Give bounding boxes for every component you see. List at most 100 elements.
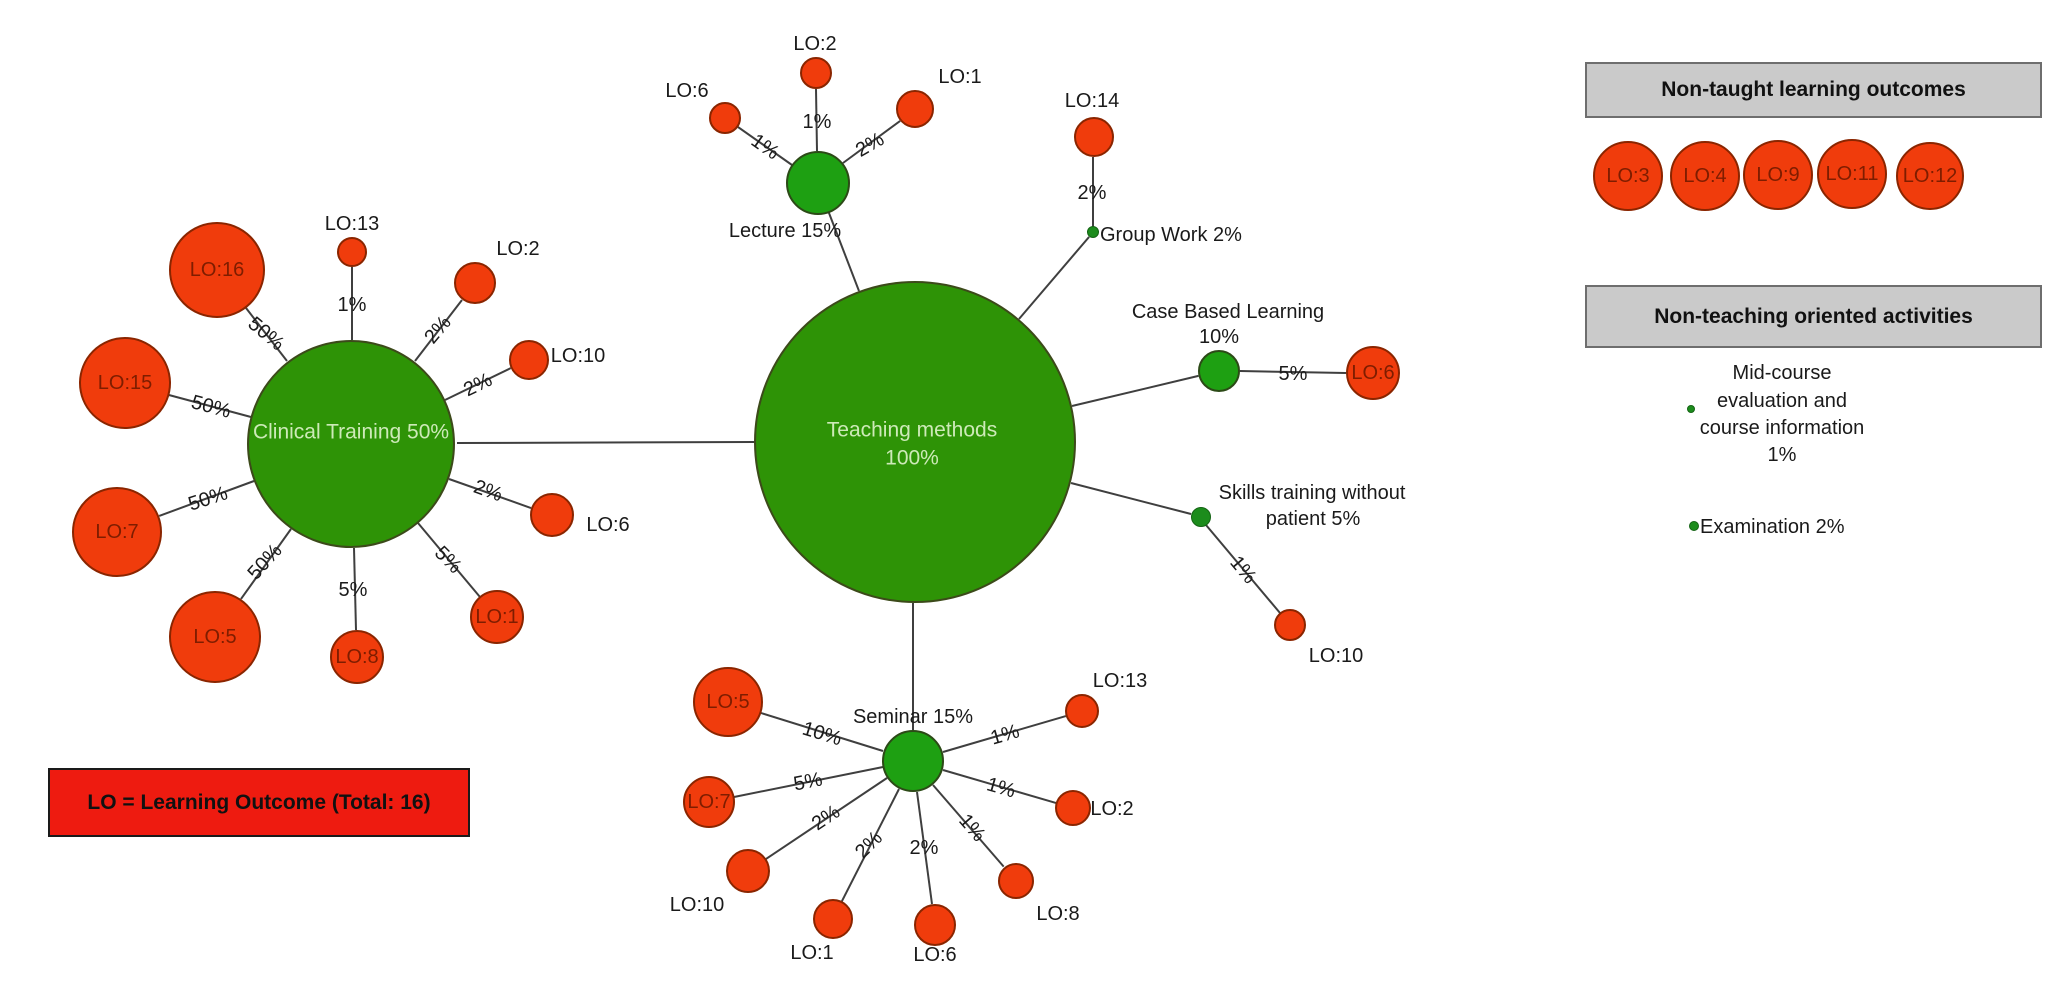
- label-case-based-learning-pct: 10%: [1198, 326, 1240, 348]
- label-midcourse-1: Mid-course: [1732, 362, 1832, 384]
- label-seminar-lo2: LO:2: [1090, 798, 1134, 820]
- label-seminar-lo5: LO:5: [706, 691, 750, 713]
- edge-label-clinical-lo2: 2%: [420, 311, 456, 349]
- label-skills-training-2: patient 5%: [1265, 508, 1361, 530]
- non-taught-outcomes-header: Non-taught learning outcomes: [1585, 62, 2042, 118]
- edge-teaching-cbl: [1071, 375, 1199, 407]
- node-nontaught-lo3: [1593, 141, 1663, 211]
- node-clinical-lo6: [530, 493, 574, 537]
- edge-label-seminar-lo10: 2%: [807, 800, 845, 836]
- label-nontaught-lo11: LO:11: [1825, 163, 1879, 185]
- node-seminar-lo2: [1055, 790, 1091, 826]
- node-skills-training: [1191, 507, 1211, 527]
- edge-teaching-groupwork: [1018, 236, 1090, 320]
- label-skills-lo10: LO:10: [1308, 645, 1364, 667]
- edge-label-clinical-lo5: 50%: [243, 539, 287, 585]
- node-seminar-lo6: [914, 904, 956, 946]
- label-seminar-lo1: LO:1: [790, 942, 834, 964]
- edge-label-clinical-lo15: 50%: [188, 391, 234, 423]
- label-midcourse-2: evaluation and: [1716, 390, 1848, 412]
- node-clinical-lo5: [169, 591, 261, 683]
- node-examination-dot: [1689, 521, 1699, 531]
- node-nontaught-lo12: [1896, 142, 1964, 210]
- edge-label-clinical-lo6: 2%: [470, 475, 506, 507]
- label-cbl-lo6: LO:6: [1351, 362, 1395, 384]
- node-lecture-lo6: [709, 102, 741, 134]
- edge-label-clinical-lo13: 1%: [337, 294, 367, 316]
- legend-box: LO = Learning Outcome (Total: 16): [48, 768, 470, 837]
- node-lo14: [1074, 117, 1114, 157]
- node-seminar-lo5: [693, 667, 763, 737]
- edge-label-clinical-lo8: 5%: [338, 579, 368, 601]
- label-seminar-lo10: LO:10: [669, 894, 725, 916]
- edge-label-clinical-lo10: 2%: [460, 368, 496, 402]
- label-clinical-lo13: LO:13: [324, 213, 380, 235]
- label-seminar-lo6: LO:6: [913, 944, 957, 966]
- label-case-based-learning: Case Based Learning: [1131, 301, 1325, 323]
- label-lecture-lo6: LO:6: [665, 80, 709, 102]
- node-clinical-lo8: [330, 630, 384, 684]
- node-clinical-training: [247, 340, 455, 548]
- label-clinical-training: Clinical Training 50%: [252, 420, 450, 444]
- label-clinical-lo16: LO:16: [189, 259, 245, 281]
- non-teaching-activities-header: Non-teaching oriented activities: [1585, 285, 2042, 348]
- edge-label-cbl-lo6: 5%: [1278, 363, 1308, 385]
- edge-label-groupwork: 2%: [1077, 182, 1107, 204]
- node-clinical-lo16: [169, 222, 265, 318]
- label-seminar-lo8: LO:8: [1036, 903, 1080, 925]
- label-nontaught-lo3: LO:3: [1606, 165, 1650, 187]
- node-lecture-lo1: [896, 90, 934, 128]
- node-lecture-lo2: [800, 57, 832, 89]
- label-teaching-methods-pct: 100%: [885, 446, 939, 470]
- label-lo14: LO:14: [1064, 90, 1120, 112]
- node-seminar: [882, 730, 944, 792]
- node-clinical-lo15: [79, 337, 171, 429]
- label-midcourse-3: course information: [1699, 417, 1865, 439]
- label-nontaught-lo4: LO:4: [1683, 165, 1727, 187]
- edge-label-seminar-lo5: 10%: [799, 717, 845, 751]
- node-seminar-lo10: [726, 849, 770, 893]
- edge-label-clinical-lo7: 50%: [185, 482, 231, 516]
- label-clinical-lo2: LO:2: [496, 238, 540, 260]
- label-clinical-lo8: LO:8: [335, 646, 379, 668]
- label-midcourse-4: 1%: [1767, 444, 1797, 466]
- label-clinical-lo1: LO:1: [475, 606, 519, 628]
- node-seminar-lo8: [998, 863, 1034, 899]
- node-nontaught-lo4: [1670, 141, 1740, 211]
- edge-label-seminar-lo13: 1%: [988, 720, 1022, 750]
- node-nontaught-lo9: [1743, 140, 1813, 210]
- node-teaching-methods: [754, 281, 1076, 603]
- label-clinical-lo15: LO:15: [97, 372, 153, 394]
- edge-label-seminar-lo7: 5%: [791, 768, 825, 796]
- label-seminar: Seminar 15%: [852, 706, 974, 728]
- node-seminar-lo13: [1065, 694, 1099, 728]
- legend-text: LO = Learning Outcome (Total: 16): [87, 790, 431, 814]
- label-clinical-lo5: LO:5: [193, 626, 237, 648]
- edge-teaching-skills: [1070, 482, 1192, 515]
- label-skills-training-1: Skills training without: [1218, 482, 1406, 504]
- node-group-work: [1087, 226, 1099, 238]
- label-lecture-lo2: LO:2: [793, 33, 837, 55]
- label-clinical-lo10: LO:10: [550, 345, 606, 367]
- label-clinical-lo6: LO:6: [586, 514, 630, 536]
- edge-label-lecture-lo2: 1%: [802, 111, 832, 133]
- node-clinical-lo1: [470, 590, 524, 644]
- label-lecture: Lecture 15%: [728, 220, 842, 242]
- label-group-work: Group Work 2%: [1100, 224, 1242, 246]
- label-clinical-lo7: LO:7: [95, 521, 139, 543]
- label-teaching-methods: Teaching methods: [826, 418, 998, 442]
- node-clinical-lo13: [337, 237, 367, 267]
- label-seminar-lo7: LO:7: [687, 791, 731, 813]
- node-skills-lo10: [1274, 609, 1306, 641]
- edge-label-seminar-lo1: 2%: [851, 827, 887, 863]
- node-seminar-lo7: [683, 776, 735, 828]
- label-lecture-lo1: LO:1: [938, 66, 982, 88]
- edge-teaching-clinical: [456, 441, 755, 444]
- label-nontaught-lo12: LO:12: [1902, 165, 1958, 187]
- node-lecture: [786, 151, 850, 215]
- node-cbl-lo6: [1346, 346, 1400, 400]
- edge-label-seminar-lo2: 1%: [984, 773, 1018, 803]
- node-clinical-lo2: [454, 262, 496, 304]
- node-midcourse-dot: [1687, 405, 1695, 413]
